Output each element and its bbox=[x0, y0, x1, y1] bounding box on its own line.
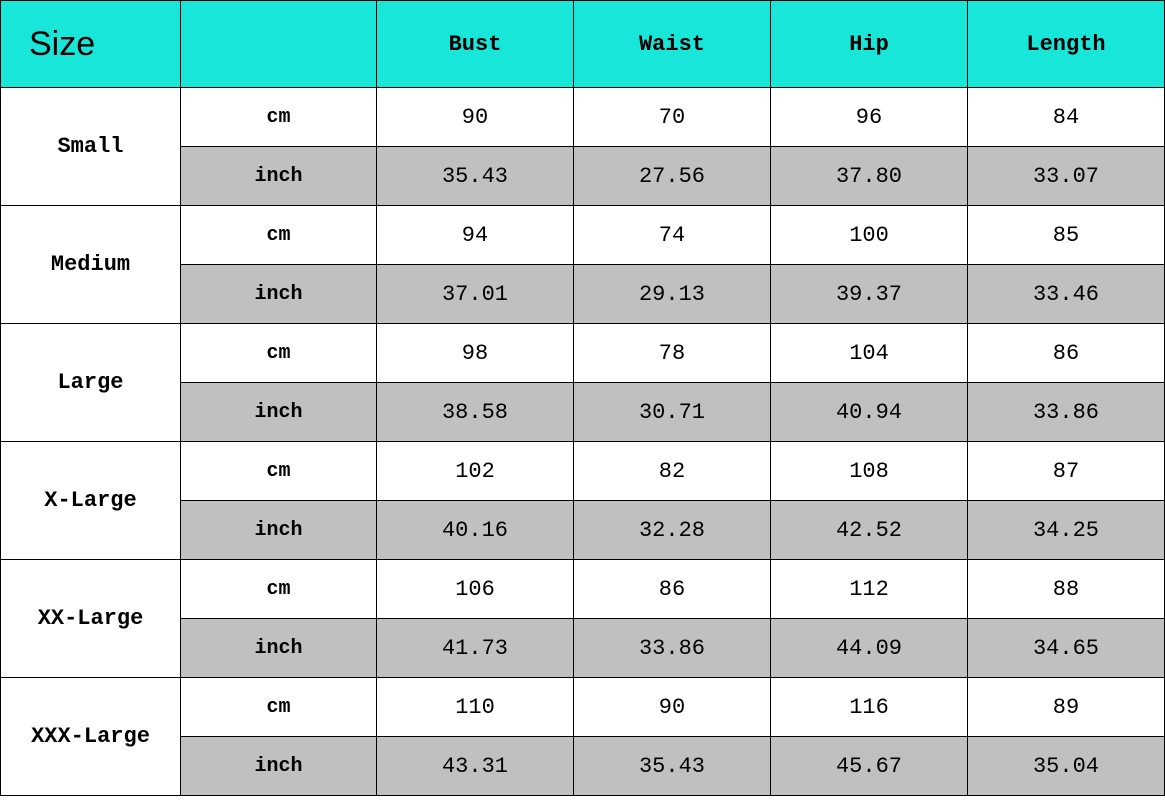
size-name-cell: Large bbox=[1, 324, 181, 442]
value-cell: 86 bbox=[574, 560, 771, 619]
value-cell: 35.04 bbox=[968, 737, 1165, 796]
value-cell: 30.71 bbox=[574, 383, 771, 442]
value-cell: 29.13 bbox=[574, 265, 771, 324]
value-cell: 32.28 bbox=[574, 501, 771, 560]
table-row: Medium cm 94 74 100 85 bbox=[1, 206, 1165, 265]
value-cell: 41.73 bbox=[377, 619, 574, 678]
table-header-row: Size Bust Waist Hip Length bbox=[1, 1, 1165, 88]
value-cell: 45.67 bbox=[771, 737, 968, 796]
value-cell: 37.80 bbox=[771, 147, 968, 206]
value-cell: 33.07 bbox=[968, 147, 1165, 206]
value-cell: 110 bbox=[377, 678, 574, 737]
value-cell: 90 bbox=[574, 678, 771, 737]
value-cell: 43.31 bbox=[377, 737, 574, 796]
unit-cell-cm: cm bbox=[181, 324, 377, 383]
column-header-bust: Bust bbox=[377, 1, 574, 88]
value-cell: 106 bbox=[377, 560, 574, 619]
unit-cell-cm: cm bbox=[181, 442, 377, 501]
size-header-cell: Size bbox=[1, 1, 181, 88]
value-cell: 78 bbox=[574, 324, 771, 383]
table-row: XXX-Large cm 110 90 116 89 bbox=[1, 678, 1165, 737]
value-cell: 116 bbox=[771, 678, 968, 737]
table-row: X-Large cm 102 82 108 87 bbox=[1, 442, 1165, 501]
value-cell: 84 bbox=[968, 88, 1165, 147]
value-cell: 34.65 bbox=[968, 619, 1165, 678]
value-cell: 70 bbox=[574, 88, 771, 147]
size-name-cell: Medium bbox=[1, 206, 181, 324]
value-cell: 108 bbox=[771, 442, 968, 501]
size-chart-table: Size Bust Waist Hip Length Small cm 90 7… bbox=[0, 0, 1165, 796]
table-row: Large cm 98 78 104 86 bbox=[1, 324, 1165, 383]
value-cell: 34.25 bbox=[968, 501, 1165, 560]
unit-cell-inch: inch bbox=[181, 737, 377, 796]
value-cell: 35.43 bbox=[574, 737, 771, 796]
unit-cell-inch: inch bbox=[181, 265, 377, 324]
column-header-length: Length bbox=[968, 1, 1165, 88]
value-cell: 37.01 bbox=[377, 265, 574, 324]
unit-cell-inch: inch bbox=[181, 147, 377, 206]
value-cell: 87 bbox=[968, 442, 1165, 501]
value-cell: 89 bbox=[968, 678, 1165, 737]
unit-cell-inch: inch bbox=[181, 383, 377, 442]
size-name-cell: XXX-Large bbox=[1, 678, 181, 796]
value-cell: 94 bbox=[377, 206, 574, 265]
unit-cell-cm: cm bbox=[181, 560, 377, 619]
value-cell: 33.86 bbox=[574, 619, 771, 678]
unit-cell-cm: cm bbox=[181, 88, 377, 147]
unit-header-spacer bbox=[181, 1, 377, 88]
value-cell: 35.43 bbox=[377, 147, 574, 206]
value-cell: 42.52 bbox=[771, 501, 968, 560]
value-cell: 33.86 bbox=[968, 383, 1165, 442]
value-cell: 96 bbox=[771, 88, 968, 147]
value-cell: 98 bbox=[377, 324, 574, 383]
value-cell: 40.16 bbox=[377, 501, 574, 560]
value-cell: 38.58 bbox=[377, 383, 574, 442]
unit-cell-inch: inch bbox=[181, 619, 377, 678]
value-cell: 102 bbox=[377, 442, 574, 501]
size-name-cell: XX-Large bbox=[1, 560, 181, 678]
value-cell: 82 bbox=[574, 442, 771, 501]
column-header-hip: Hip bbox=[771, 1, 968, 88]
value-cell: 39.37 bbox=[771, 265, 968, 324]
value-cell: 100 bbox=[771, 206, 968, 265]
value-cell: 85 bbox=[968, 206, 1165, 265]
table-row: XX-Large cm 106 86 112 88 bbox=[1, 560, 1165, 619]
value-cell: 74 bbox=[574, 206, 771, 265]
value-cell: 88 bbox=[968, 560, 1165, 619]
value-cell: 104 bbox=[771, 324, 968, 383]
column-header-waist: Waist bbox=[574, 1, 771, 88]
unit-cell-cm: cm bbox=[181, 206, 377, 265]
unit-cell-inch: inch bbox=[181, 501, 377, 560]
value-cell: 44.09 bbox=[771, 619, 968, 678]
table-row: Small cm 90 70 96 84 bbox=[1, 88, 1165, 147]
size-name-cell: Small bbox=[1, 88, 181, 206]
value-cell: 33.46 bbox=[968, 265, 1165, 324]
value-cell: 86 bbox=[968, 324, 1165, 383]
value-cell: 27.56 bbox=[574, 147, 771, 206]
value-cell: 112 bbox=[771, 560, 968, 619]
value-cell: 90 bbox=[377, 88, 574, 147]
value-cell: 40.94 bbox=[771, 383, 968, 442]
unit-cell-cm: cm bbox=[181, 678, 377, 737]
size-name-cell: X-Large bbox=[1, 442, 181, 560]
